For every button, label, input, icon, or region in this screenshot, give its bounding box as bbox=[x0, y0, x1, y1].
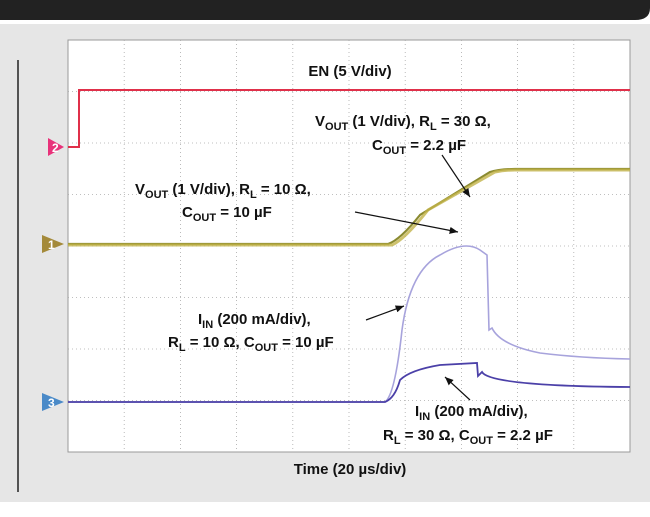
en-trace bbox=[68, 89, 630, 148]
header-bar bbox=[0, 0, 650, 20]
iin-trace-30 bbox=[68, 362, 631, 403]
ch2-label: 2 bbox=[52, 141, 59, 155]
vout10-line2: COUT = 10 µF bbox=[182, 204, 272, 224]
ch1-label: 1 bbox=[48, 238, 55, 252]
vout-trace-30 bbox=[68, 168, 630, 247]
vout30-line2: COUT = 2.2 µF bbox=[372, 137, 466, 157]
iin30-line1: IIN (200 mA/div), bbox=[415, 403, 528, 423]
time-label: Time (20 µs/div) bbox=[294, 461, 407, 478]
ch3-label: 3 bbox=[48, 396, 55, 410]
arrow-vout30 bbox=[441, 154, 471, 198]
vout10-line1: VOUT (1 V/div), RL = 10 Ω, bbox=[135, 181, 311, 201]
arrow-vout10 bbox=[354, 211, 459, 234]
ch2-marker bbox=[48, 138, 64, 156]
ch3-marker bbox=[42, 393, 64, 411]
vout30-line1: VOUT (1 V/div), RL = 30 Ω, bbox=[315, 113, 491, 133]
arrow-iin10 bbox=[365, 305, 405, 321]
iin30-line2: RL = 30 Ω, COUT = 2.2 µF bbox=[383, 427, 553, 447]
ch1-marker bbox=[42, 235, 64, 253]
iin10-line1: IIN (200 mA/div), bbox=[198, 311, 311, 331]
iin-trace-10 bbox=[68, 245, 631, 403]
arrow-iin30 bbox=[444, 376, 471, 401]
en-label: EN (5 V/div) bbox=[308, 63, 391, 80]
iin10-line2: RL = 10 Ω, COUT = 10 µF bbox=[168, 334, 334, 354]
